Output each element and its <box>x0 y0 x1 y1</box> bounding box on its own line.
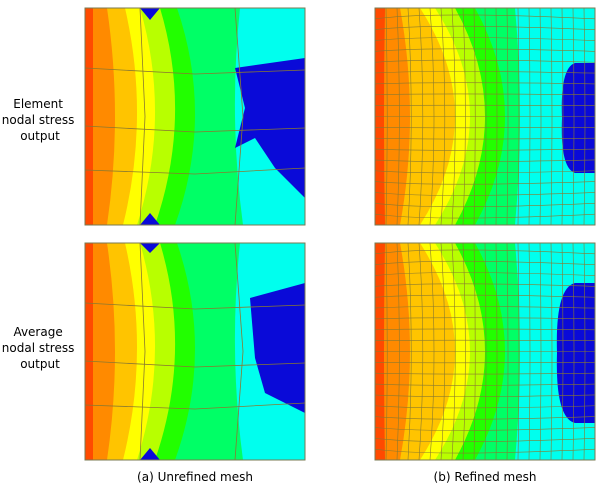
mesh-line <box>84 125 306 133</box>
caption: (a) Unrefined mesh <box>137 470 253 484</box>
blob <box>140 213 160 225</box>
mesh-line <box>561 7 564 226</box>
mesh-line <box>539 7 542 226</box>
mesh-line <box>84 402 306 410</box>
mesh-line <box>234 7 244 226</box>
mesh-line <box>374 203 596 208</box>
mesh-line <box>374 427 596 431</box>
mesh-line <box>234 242 244 461</box>
mesh-line <box>374 405 596 409</box>
mesh-line <box>374 272 596 276</box>
mesh-line <box>495 7 498 226</box>
mesh-line <box>139 242 146 461</box>
mesh <box>374 242 596 461</box>
mesh-line <box>374 159 596 162</box>
blob <box>140 448 160 460</box>
mesh-line <box>374 294 596 298</box>
mesh-line <box>572 7 575 226</box>
contour-plot <box>374 7 596 226</box>
mesh-line <box>374 137 596 140</box>
contour-plot <box>84 242 306 461</box>
mesh-line <box>561 242 564 461</box>
row-label-line: output <box>20 129 60 143</box>
mesh-line <box>374 71 596 74</box>
mesh-line <box>374 93 596 96</box>
mesh-line <box>374 213 596 219</box>
row-label-line: nodal stress <box>2 113 75 127</box>
mesh-line <box>374 59 596 63</box>
mesh-line <box>84 67 306 75</box>
mesh-line <box>528 7 531 226</box>
panel-border <box>84 242 306 461</box>
mesh-line <box>374 416 596 420</box>
mesh-line <box>374 14 596 20</box>
panel-border <box>374 242 596 461</box>
panel-border <box>84 7 306 226</box>
mesh-line <box>374 283 596 287</box>
mesh <box>84 242 306 461</box>
blob <box>556 283 595 423</box>
row-label-line: nodal stress <box>2 341 75 355</box>
mesh-line <box>374 25 596 30</box>
mesh-line <box>374 37 596 41</box>
row-label: Average nodal stress output <box>2 325 78 371</box>
blob <box>140 243 160 253</box>
mesh-line <box>528 242 531 461</box>
mesh-line <box>374 170 596 174</box>
mesh-line <box>139 7 146 226</box>
mesh-line <box>374 48 596 52</box>
mesh-line <box>495 242 498 461</box>
mesh-line <box>506 7 509 226</box>
row-label-line: output <box>20 357 60 371</box>
mesh-line <box>374 317 596 320</box>
mesh-line <box>506 242 509 461</box>
mesh-line <box>84 167 306 175</box>
mesh-line <box>374 249 596 255</box>
mesh-line <box>374 438 596 443</box>
mesh-line <box>583 7 586 226</box>
caption: (b) Refined mesh <box>434 470 537 484</box>
blob <box>561 63 595 173</box>
mesh-line <box>374 148 596 151</box>
mesh-line <box>517 242 520 461</box>
mesh-line <box>572 242 575 461</box>
panel-border <box>374 7 596 226</box>
mesh-line <box>374 372 596 375</box>
mesh-line <box>517 7 520 226</box>
mesh-line <box>550 242 553 461</box>
mesh-line <box>374 448 596 454</box>
row-label-line: Element <box>13 97 63 111</box>
blob <box>235 58 305 198</box>
mesh-line <box>374 181 596 185</box>
contour-plot <box>84 7 306 226</box>
row-label-line: Average <box>13 325 62 339</box>
mesh <box>84 7 306 226</box>
mesh-line <box>374 394 596 397</box>
mesh-line <box>84 302 306 310</box>
mesh <box>374 7 596 226</box>
mesh-line <box>539 242 542 461</box>
mesh-line <box>583 242 586 461</box>
mesh-line <box>374 383 596 386</box>
row-label: Element nodal stress output <box>2 97 78 143</box>
mesh-line <box>374 82 596 85</box>
blob <box>250 283 305 413</box>
mesh-line <box>374 306 596 309</box>
mesh-line <box>374 260 596 265</box>
blob <box>140 8 160 20</box>
mesh-line <box>374 192 596 196</box>
contour-plot <box>374 242 596 461</box>
mesh-line <box>84 360 306 368</box>
mesh-line <box>550 7 553 226</box>
mesh-line <box>374 328 596 331</box>
